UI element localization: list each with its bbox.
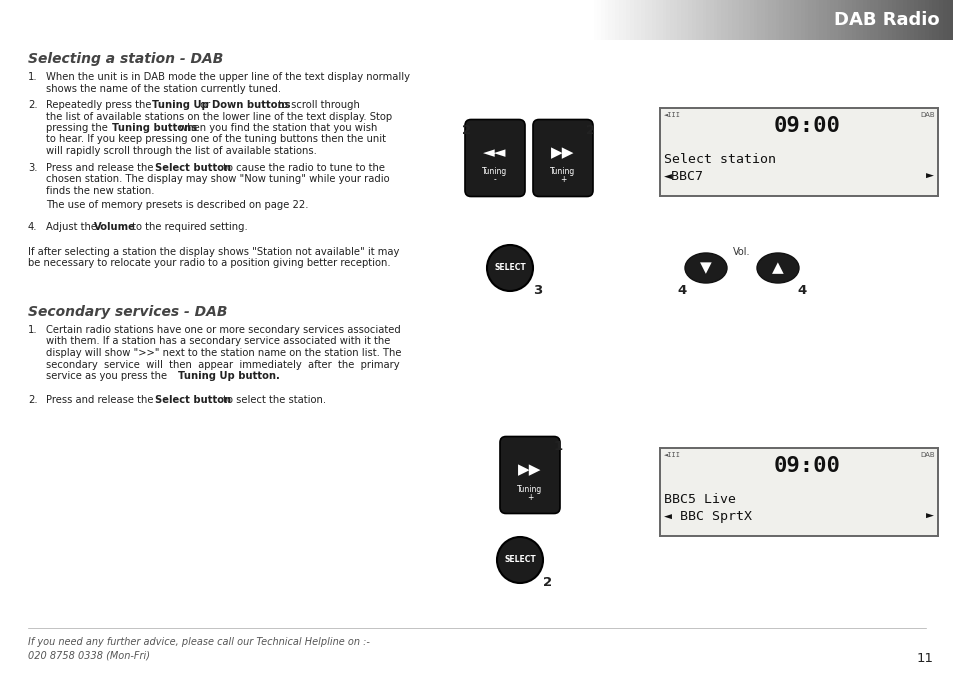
Text: SELECT: SELECT [503,555,536,565]
Text: ▲: ▲ [771,260,783,275]
Text: ◄III: ◄III [663,452,680,458]
Text: or: or [196,100,213,110]
Text: 4: 4 [797,283,806,297]
Text: Selecting a station - DAB: Selecting a station - DAB [28,52,223,66]
Text: Tuning: Tuning [517,485,542,493]
Text: to scroll through: to scroll through [274,100,359,110]
Text: DAB Radio: DAB Radio [834,11,939,29]
Circle shape [486,245,533,291]
Text: +: + [559,176,565,184]
Text: 2.: 2. [28,100,37,110]
Text: 2: 2 [586,124,595,137]
Text: If you need any further advice, please call our Technical Helpline on :-: If you need any further advice, please c… [28,637,370,647]
Text: ▶▶: ▶▶ [517,462,541,478]
Text: -: - [493,176,496,184]
Text: Tuning Up button.: Tuning Up button. [178,371,279,381]
Text: to cause the radio to tune to the: to cause the radio to tune to the [220,163,385,173]
Text: 3.: 3. [28,163,37,173]
Text: DAB: DAB [920,112,934,118]
Text: ◄ BBC SprtX: ◄ BBC SprtX [663,510,751,523]
Text: Repeatedly press the: Repeatedly press the [46,100,154,110]
Text: If after selecting a station the display shows "Station not available" it may: If after selecting a station the display… [28,247,399,257]
Text: Down buttons: Down buttons [212,100,291,110]
Text: 3: 3 [533,283,542,297]
Text: Volume: Volume [94,222,135,232]
Ellipse shape [757,253,799,283]
Text: to hear. If you keep pressing one of the tuning buttons then the unit: to hear. If you keep pressing one of the… [46,135,386,145]
Text: +: + [526,493,533,501]
Text: ▼: ▼ [700,260,711,275]
Text: Tuning: Tuning [550,168,575,176]
Text: 4: 4 [677,283,686,297]
Text: Tuning buttons: Tuning buttons [112,123,197,133]
Text: Tuning Up: Tuning Up [152,100,209,110]
Text: DAB: DAB [920,452,934,458]
Text: secondary  service  will  then  appear  immediately  after  the  primary: secondary service will then appear immed… [46,359,399,369]
Text: Certain radio stations have one or more secondary services associated: Certain radio stations have one or more … [46,325,400,335]
Text: Select button: Select button [154,163,231,173]
Text: 1.: 1. [28,72,37,82]
Circle shape [497,537,542,583]
Text: Press and release the: Press and release the [46,163,156,173]
Text: finds the new station.: finds the new station. [46,186,154,196]
FancyBboxPatch shape [659,108,937,196]
Text: ▶▶: ▶▶ [551,145,574,160]
Text: when you find the station that you wish: when you find the station that you wish [175,123,377,133]
Text: BBC5 Live: BBC5 Live [663,493,735,506]
Text: ►: ► [925,170,933,183]
Text: to select the station.: to select the station. [220,395,326,405]
Text: 020 8758 0338 (Mon-Fri): 020 8758 0338 (Mon-Fri) [28,650,150,660]
Text: 1: 1 [553,441,562,454]
Text: 4.: 4. [28,222,37,232]
FancyBboxPatch shape [659,448,937,536]
Text: 2: 2 [462,124,471,137]
Ellipse shape [684,253,726,283]
FancyBboxPatch shape [533,120,593,197]
Text: be necessary to relocate your radio to a position giving better reception.: be necessary to relocate your radio to a… [28,258,390,269]
Text: to the required setting.: to the required setting. [129,222,248,232]
Text: 2: 2 [543,575,552,588]
Text: Select station: Select station [663,153,775,166]
Text: the list of available stations on the lower line of the text display. Stop: the list of available stations on the lo… [46,112,392,122]
Text: 1.: 1. [28,325,37,335]
FancyBboxPatch shape [464,120,524,197]
Text: Tuning: Tuning [482,168,507,176]
Text: service as you press the: service as you press the [46,371,170,381]
Text: Select button: Select button [154,395,231,405]
Text: Adjust the: Adjust the [46,222,100,232]
FancyBboxPatch shape [499,437,559,513]
Text: When the unit is in DAB mode the upper line of the text display normally: When the unit is in DAB mode the upper l… [46,72,410,82]
Text: SELECT: SELECT [494,264,525,273]
Text: display will show ">>" next to the station name on the station list. The: display will show ">>" next to the stati… [46,348,401,358]
Text: shows the name of the station currently tuned.: shows the name of the station currently … [46,83,281,94]
Text: 2.: 2. [28,395,37,405]
Text: ►: ► [925,510,933,523]
Text: ◄III: ◄III [663,112,680,118]
Text: chosen station. The display may show "Now tuning" while your radio: chosen station. The display may show "No… [46,174,389,184]
Text: The use of memory presets is described on page 22.: The use of memory presets is described o… [46,201,308,211]
Text: 09:00: 09:00 [773,456,840,476]
Text: pressing the: pressing the [46,123,111,133]
Text: ◄BBC7: ◄BBC7 [663,170,703,183]
Text: will rapidly scroll through the list of available stations.: will rapidly scroll through the list of … [46,146,316,156]
Text: Vol.: Vol. [733,247,750,257]
Text: 11: 11 [916,652,933,665]
Text: 09:00: 09:00 [773,116,840,136]
Text: with them. If a station has a secondary service associated with it the: with them. If a station has a secondary … [46,336,390,347]
Text: ◄◄: ◄◄ [483,145,506,160]
Text: Press and release the: Press and release the [46,395,156,405]
Text: Secondary services - DAB: Secondary services - DAB [28,305,227,319]
